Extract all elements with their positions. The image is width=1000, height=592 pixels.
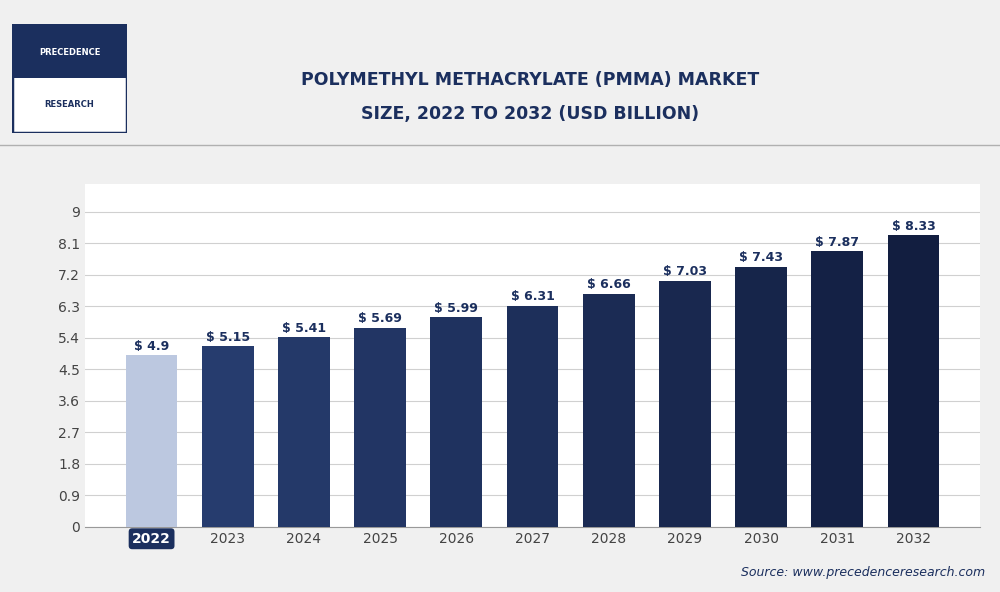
Text: $ 7.03: $ 7.03 <box>663 265 707 278</box>
Text: $ 7.43: $ 7.43 <box>739 251 783 264</box>
Text: $ 5.15: $ 5.15 <box>206 331 250 344</box>
Bar <box>278 337 330 527</box>
Text: RESEARCH: RESEARCH <box>45 100 94 110</box>
Bar <box>659 281 711 527</box>
Bar <box>583 294 635 527</box>
Bar <box>354 327 406 527</box>
Text: $ 5.69: $ 5.69 <box>358 312 402 325</box>
Text: $ 6.66: $ 6.66 <box>587 278 631 291</box>
Text: $ 4.9: $ 4.9 <box>134 340 169 353</box>
Bar <box>126 355 177 527</box>
Bar <box>811 251 863 527</box>
Bar <box>888 235 939 527</box>
Text: SIZE, 2022 TO 2032 (USD BILLION): SIZE, 2022 TO 2032 (USD BILLION) <box>361 105 699 123</box>
Bar <box>507 306 558 527</box>
Bar <box>12 24 127 79</box>
Text: $ 5.41: $ 5.41 <box>282 322 326 335</box>
Text: $ 6.31: $ 6.31 <box>511 290 554 303</box>
Text: POLYMETHYL METHACRYLATE (PMMA) MARKET: POLYMETHYL METHACRYLATE (PMMA) MARKET <box>301 71 759 89</box>
Bar <box>735 266 787 527</box>
Bar <box>202 346 254 527</box>
Text: Source: www.precedenceresearch.com: Source: www.precedenceresearch.com <box>741 566 985 579</box>
Text: PRECEDENCE: PRECEDENCE <box>39 48 100 57</box>
Text: $ 7.87: $ 7.87 <box>815 236 859 249</box>
Text: $ 5.99: $ 5.99 <box>434 301 478 314</box>
Text: $ 8.33: $ 8.33 <box>892 220 935 233</box>
Bar <box>430 317 482 527</box>
